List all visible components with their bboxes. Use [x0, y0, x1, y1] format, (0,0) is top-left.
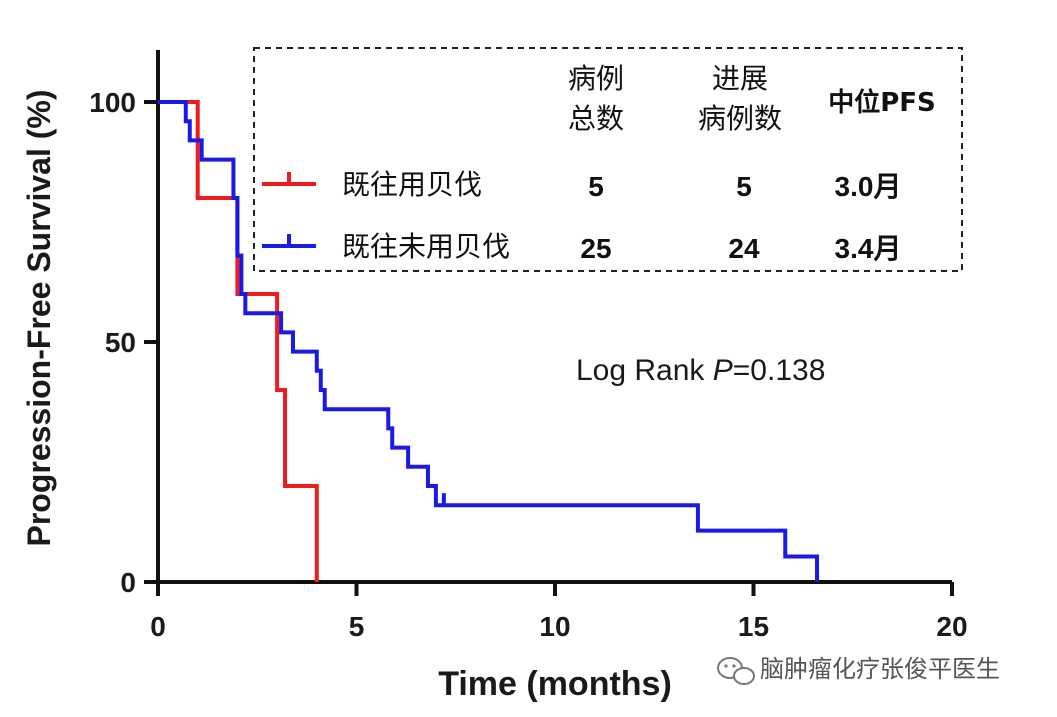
x-tick-label: 5	[349, 611, 365, 642]
legend-box	[253, 47, 963, 272]
x-tick-label: 10	[539, 611, 570, 642]
legend-median-2: 3.4月	[835, 233, 902, 264]
wechat-icon	[717, 657, 755, 685]
legend-events-1: 5	[736, 171, 752, 202]
p-symbol: P	[713, 354, 733, 387]
legend-median-1: 3.0月	[835, 171, 902, 202]
y-ticks: 0 50 100	[89, 87, 158, 598]
y-tick-label: 100	[89, 87, 136, 118]
legend-label-2: 既往未用贝伐	[342, 230, 510, 263]
p-value: =0.138	[733, 354, 826, 387]
x-tick-label: 15	[738, 611, 769, 642]
header-events: 进展病例数	[698, 62, 782, 135]
legend-total-1: 5	[588, 171, 604, 202]
legend-headers: 病例总数 进展病例数 中位PFS	[568, 62, 936, 135]
header-total: 病例总数	[568, 62, 624, 135]
y-tick-label: 50	[105, 327, 136, 358]
y-tick-label: 0	[120, 567, 136, 598]
series-2-curve	[158, 100, 820, 582]
x-axis-title: Time (months)	[438, 665, 672, 703]
legend-total-2: 25	[580, 233, 611, 264]
watermark-text: 脑肿瘤化疗张俊平医生	[760, 655, 1000, 683]
x-tick-label: 20	[936, 611, 967, 642]
series-1-curve	[158, 100, 319, 582]
watermark: 脑肿瘤化疗张俊平医生	[717, 655, 1000, 685]
log-rank-annotation: Log Rank P=0.138	[576, 354, 825, 387]
curves	[158, 100, 820, 582]
x-tick-label: 0	[150, 611, 166, 642]
y-axis-title: Progression-Free Survival (%)	[21, 89, 57, 546]
header-median: 中位PFS	[828, 87, 936, 118]
legend-events-2: 24	[728, 233, 760, 264]
legend-label-1: 既往用贝伐	[342, 168, 482, 201]
x-ticks: 0 5 10 15 20	[150, 582, 968, 642]
log-rank-label: Log Rank	[576, 354, 713, 387]
